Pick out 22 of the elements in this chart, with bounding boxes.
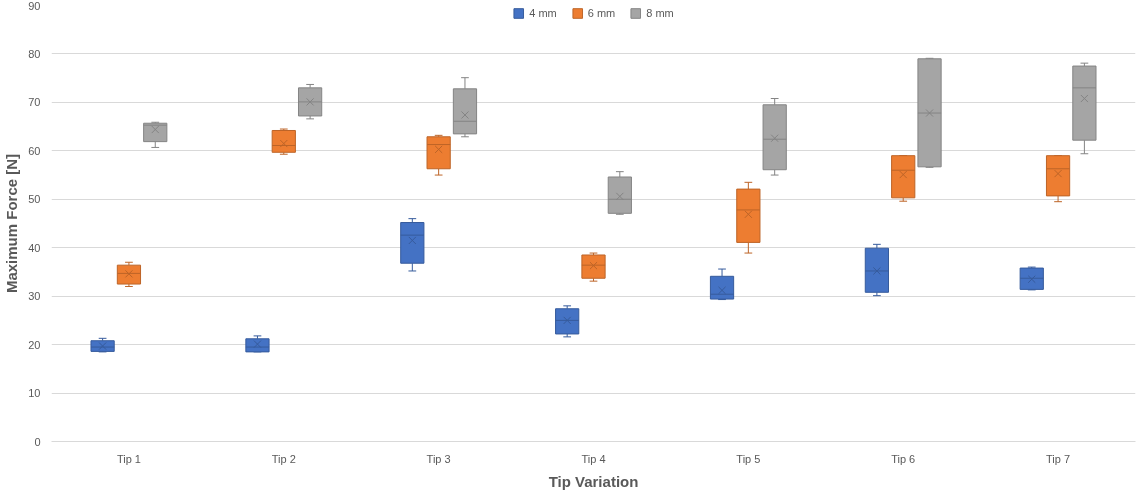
y-tick-label: 20 bbox=[28, 338, 41, 351]
legend-label: 4 mm bbox=[529, 7, 557, 19]
x-tick-label: Tip 4 bbox=[581, 452, 606, 465]
y-tick-label: 80 bbox=[28, 47, 41, 60]
y-tick-label: 90 bbox=[28, 0, 41, 12]
y-tick-label: 60 bbox=[28, 144, 41, 157]
y-tick-label: 50 bbox=[28, 193, 41, 206]
x-axis-title: Tip Variation bbox=[548, 472, 639, 490]
y-tick-label: 40 bbox=[28, 241, 41, 254]
y-axis-title: Maximum Force [N] bbox=[3, 153, 21, 294]
x-tick-label: Tip 2 bbox=[271, 452, 296, 465]
x-tick-label: Tip 3 bbox=[426, 452, 451, 465]
y-tick-label: 10 bbox=[28, 387, 41, 400]
legend-label: 8 mm bbox=[646, 7, 674, 19]
x-tick-label: Tip 5 bbox=[736, 452, 761, 465]
y-tick-label: 0 bbox=[34, 435, 41, 448]
legend-label: 6 mm bbox=[587, 7, 616, 19]
y-tick-label: 30 bbox=[28, 290, 41, 303]
y-tick-label: 70 bbox=[28, 96, 41, 109]
x-tick-label: Tip 6 bbox=[891, 452, 916, 465]
x-tick-label: Tip 7 bbox=[1046, 452, 1071, 465]
x-tick-label: Tip 1 bbox=[116, 452, 141, 465]
